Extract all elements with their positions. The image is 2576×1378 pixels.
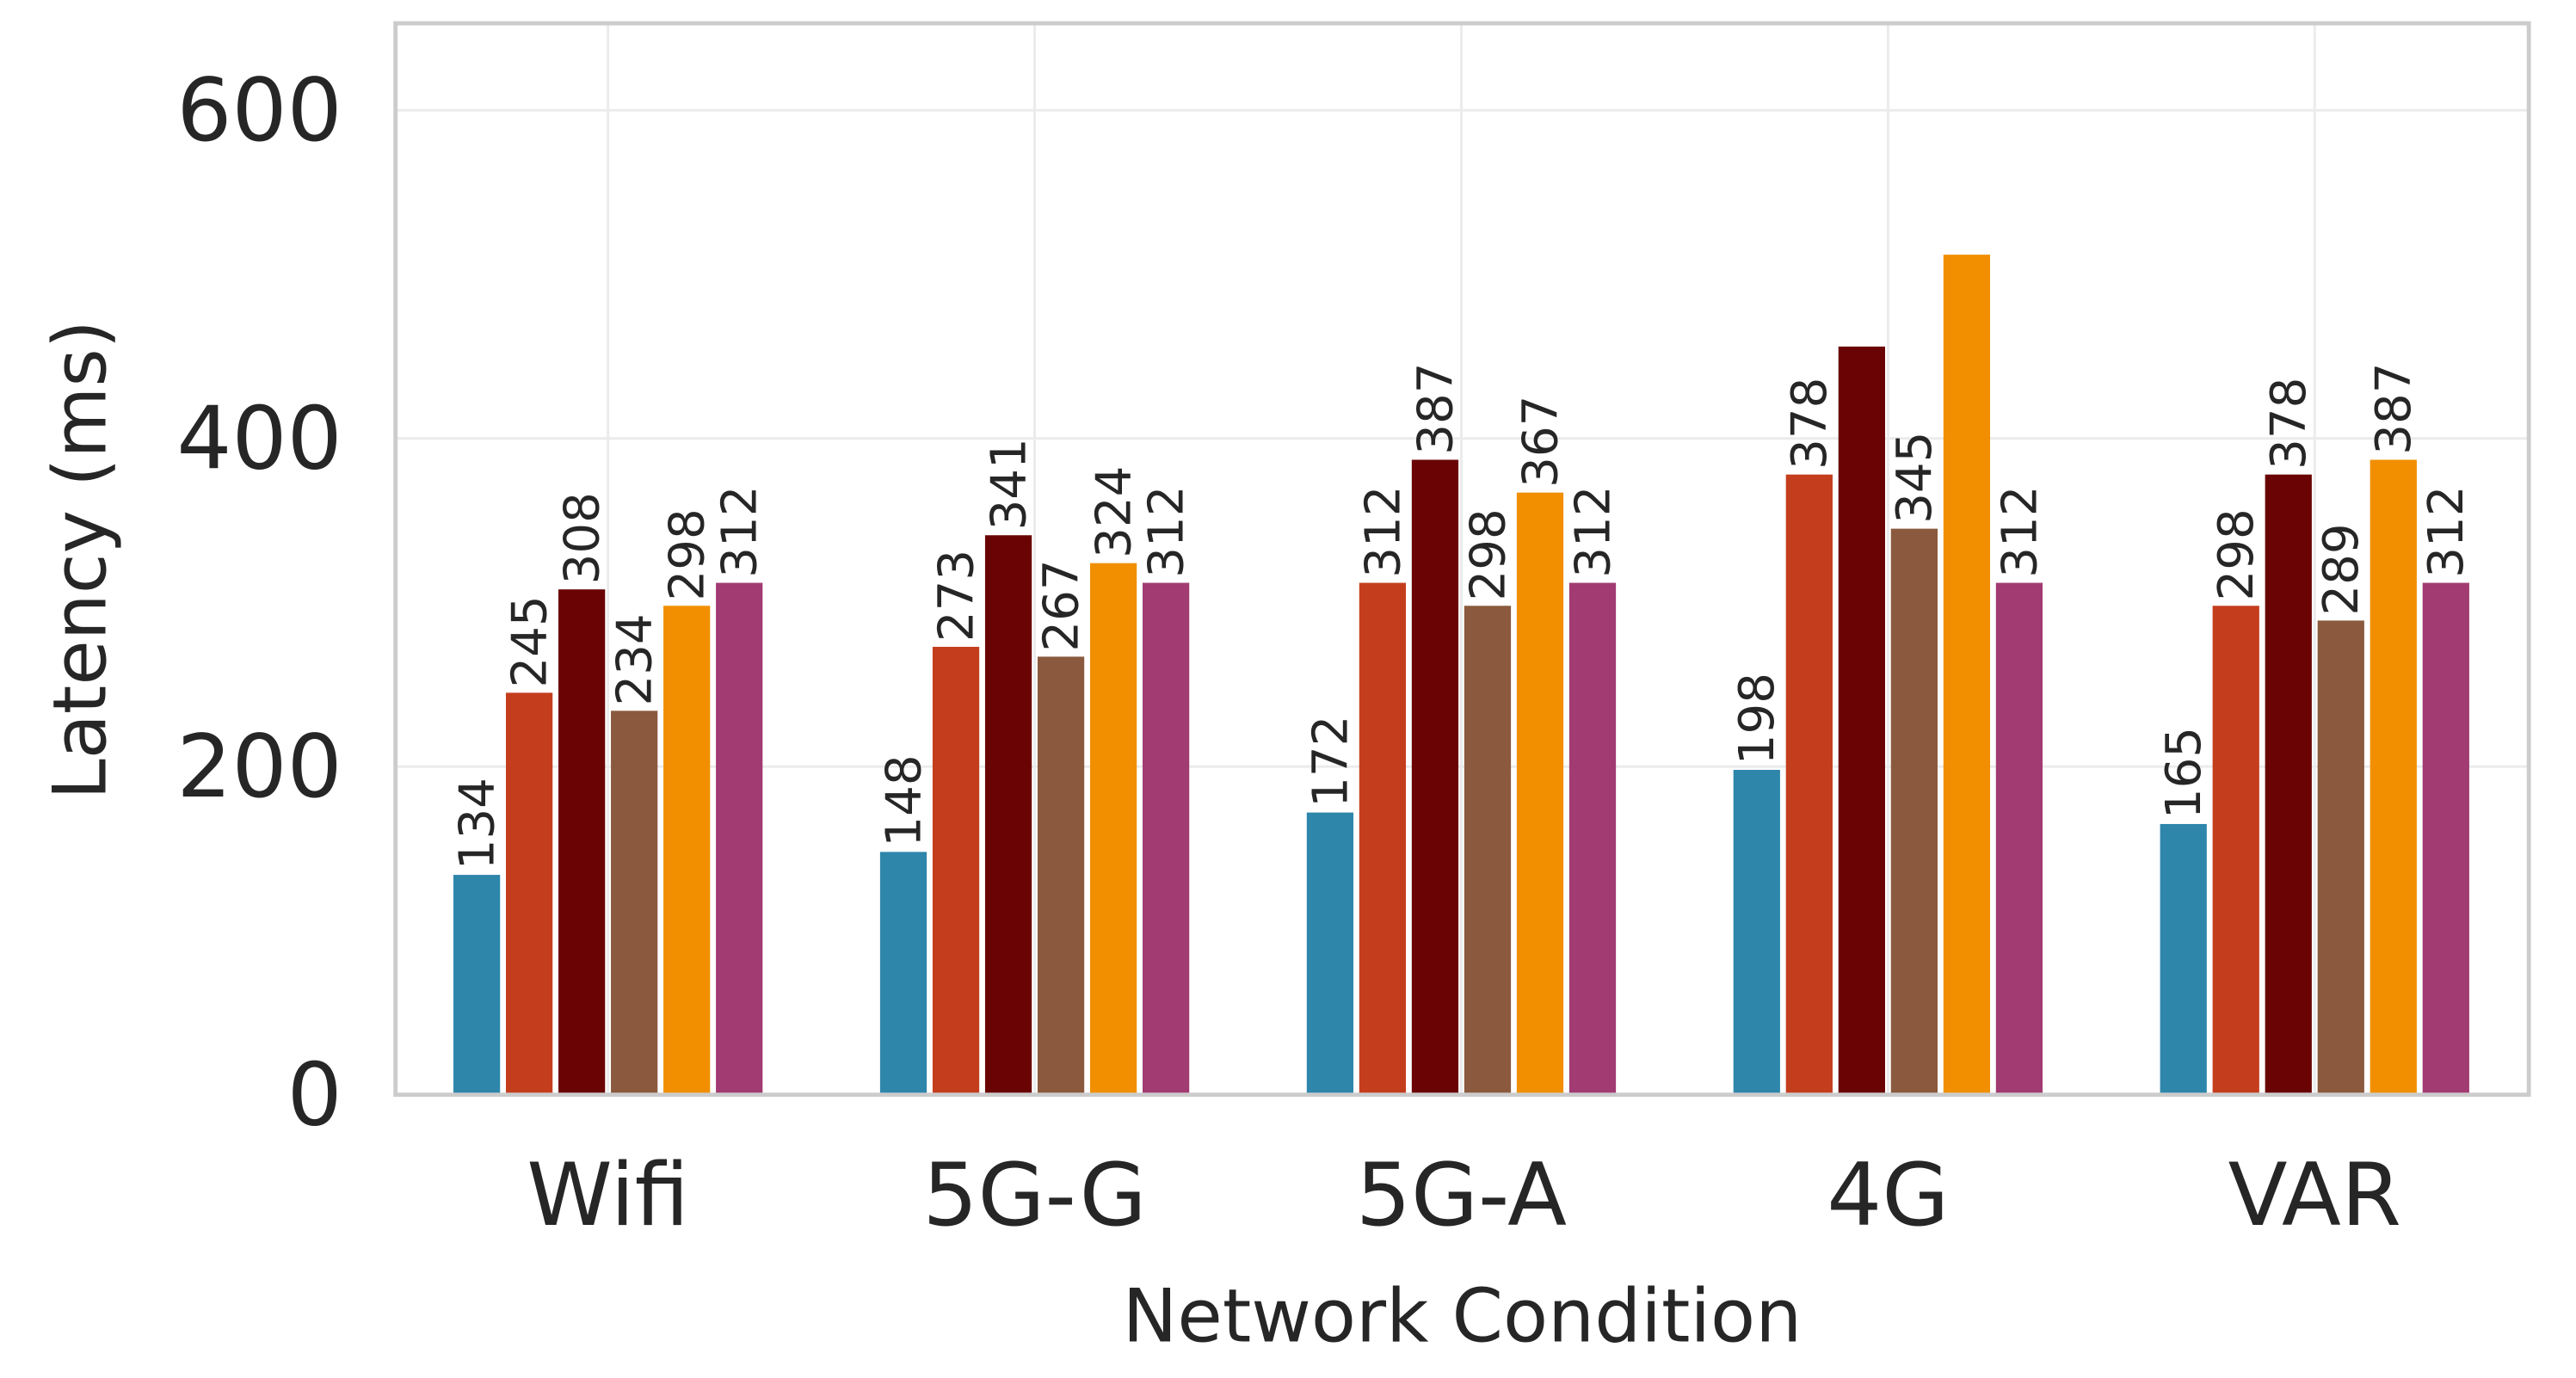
bar-value-label: 134 — [449, 778, 505, 870]
bar — [2317, 620, 2364, 1095]
bar — [1142, 582, 1190, 1095]
y-tick-label: 600 — [176, 60, 342, 161]
y-axis-label: Latency (ms) — [39, 320, 124, 800]
bar-value-label: 378 — [2261, 378, 2317, 470]
bar-value-label: 387 — [2366, 363, 2422, 455]
bar — [663, 606, 711, 1095]
x-tick-label: 4G — [1827, 1145, 1949, 1246]
bar-value-label: 324 — [1086, 466, 1142, 558]
bar — [1464, 606, 1512, 1095]
bar — [1943, 255, 1991, 1095]
bar-value-label: 387 — [1408, 363, 1464, 455]
plot-frame — [393, 21, 2531, 1098]
bar — [1359, 582, 1407, 1095]
y-tick-label: 0 — [287, 1045, 342, 1146]
bar — [2422, 582, 2469, 1095]
bars — [453, 255, 2469, 1095]
bar — [1037, 656, 1085, 1095]
bar — [1568, 582, 1617, 1095]
bar-value-label: 172 — [1303, 716, 1359, 808]
bar — [506, 692, 553, 1095]
bar-value-label: 298 — [2209, 508, 2265, 600]
bar-value-label: 341 — [981, 438, 1037, 530]
x-tick-labels: Wifi 5G-G 5G-A 4G VAR — [527, 1145, 2401, 1246]
bar-value-label: 312 — [1138, 486, 1194, 578]
bar — [1306, 812, 1354, 1095]
bar-value-label: 378 — [1782, 378, 1838, 470]
bar — [2370, 459, 2417, 1095]
bar-value-label: 148 — [876, 754, 932, 846]
bar — [558, 589, 606, 1095]
bar — [1089, 563, 1137, 1095]
bar — [879, 852, 927, 1095]
bar — [1785, 474, 1833, 1095]
bar — [2160, 823, 2207, 1095]
bar-value-label: 234 — [607, 613, 663, 705]
bar — [1411, 459, 1459, 1095]
x-tick-label: VAR — [2228, 1145, 2401, 1246]
x-tick-label: Wifi — [527, 1145, 689, 1246]
bar-value-label: 267 — [1033, 559, 1089, 651]
bar-value-label: 312 — [1565, 486, 1621, 578]
x-tick-label: 5G-G — [922, 1145, 1146, 1246]
bar — [1890, 528, 1938, 1095]
data-labels: 134 148 172 198 165 245 273 312 378 298 308 341 387 3… — [449, 363, 2474, 870]
bar — [453, 875, 501, 1095]
bar — [1733, 770, 1780, 1095]
bar-value-label: 298 — [1460, 508, 1516, 600]
bar — [611, 711, 658, 1095]
bar-value-label: 308 — [555, 492, 611, 584]
bar-value-label: 298 — [660, 508, 716, 600]
bar — [1995, 582, 2043, 1095]
y-tick-labels: 0 200 400 600 — [176, 60, 342, 1145]
bar-value-label: 312 — [1992, 486, 2048, 578]
y-tick-label: 200 — [176, 717, 342, 817]
x-tick-label: 5G-A — [1356, 1145, 1567, 1246]
bar — [932, 646, 980, 1095]
bar-value-label: 198 — [1729, 673, 1785, 765]
bar — [2212, 606, 2259, 1095]
bar-value-label: 345 — [1887, 432, 1943, 524]
bar-value-label: 273 — [928, 550, 984, 642]
x-axis-label: Network Condition — [1123, 1274, 1803, 1359]
y-tick-label: 400 — [176, 389, 342, 489]
bar — [984, 535, 1032, 1095]
bar — [716, 582, 763, 1095]
bar — [1516, 492, 1564, 1095]
bar-value-label: 245 — [502, 595, 558, 687]
bar-value-label: 312 — [1355, 486, 1411, 578]
bar — [2265, 474, 2312, 1095]
bar-value-label: 367 — [1513, 396, 1568, 488]
bar-value-label: 289 — [2314, 523, 2370, 615]
bar-value-label: 165 — [2156, 727, 2212, 819]
bar — [1838, 346, 1885, 1095]
bar-value-label: 312 — [712, 486, 768, 578]
bar-value-label: 312 — [2419, 486, 2474, 578]
